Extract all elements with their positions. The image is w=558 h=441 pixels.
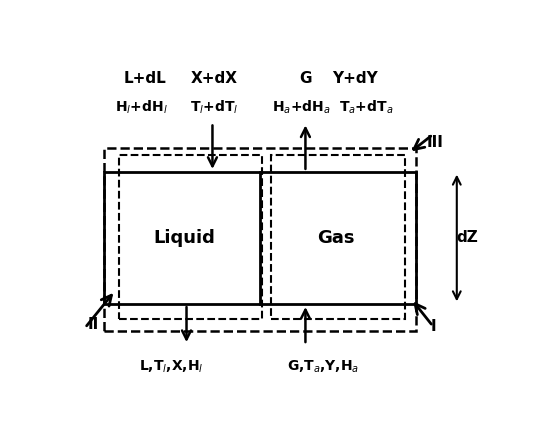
Bar <box>271 155 405 319</box>
Bar <box>104 148 416 331</box>
Text: G: G <box>299 71 312 86</box>
Text: L,T$_{l}$,X,H$_{l}$: L,T$_{l}$,X,H$_{l}$ <box>139 359 204 375</box>
Text: H$_{l}$+dH$_{l}$: H$_{l}$+dH$_{l}$ <box>115 98 167 116</box>
Bar <box>104 172 416 304</box>
Text: G,T$_{a}$,Y,H$_{a}$: G,T$_{a}$,Y,H$_{a}$ <box>287 359 359 375</box>
Bar <box>119 155 262 319</box>
Text: Y+dY: Y+dY <box>333 71 378 86</box>
Text: Gas: Gas <box>317 229 354 247</box>
Text: I: I <box>430 319 436 334</box>
Text: X+dX: X+dX <box>191 71 238 86</box>
Text: T$_{a}$+dT$_{a}$: T$_{a}$+dT$_{a}$ <box>339 98 393 116</box>
Text: Liquid: Liquid <box>153 229 215 247</box>
Text: H$_{a}$+dH$_{a}$: H$_{a}$+dH$_{a}$ <box>272 98 330 116</box>
Text: dZ: dZ <box>457 231 478 246</box>
Text: II: II <box>88 317 99 332</box>
Text: III: III <box>427 135 444 150</box>
Text: L+dL: L+dL <box>124 71 167 86</box>
Text: T$_{l}$+dT$_{l}$: T$_{l}$+dT$_{l}$ <box>190 98 239 116</box>
